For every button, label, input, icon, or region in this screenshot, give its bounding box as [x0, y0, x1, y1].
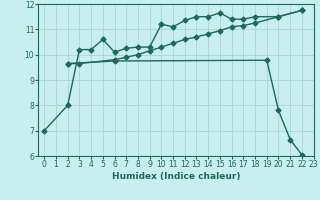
X-axis label: Humidex (Indice chaleur): Humidex (Indice chaleur): [112, 172, 240, 181]
